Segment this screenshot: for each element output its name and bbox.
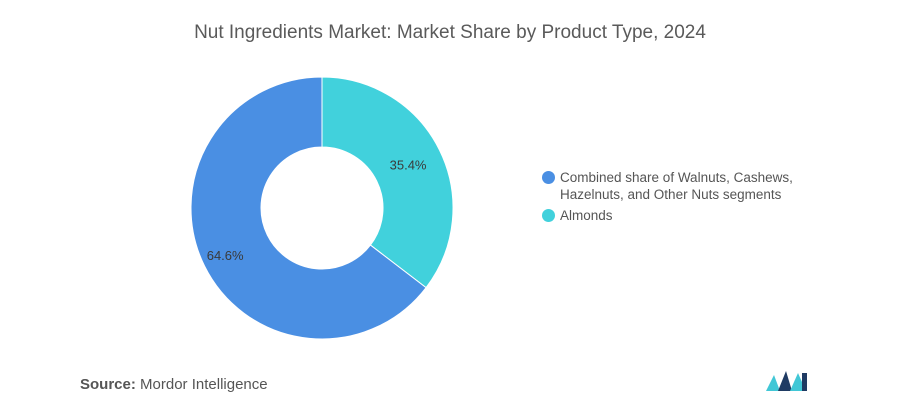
logo-shape-bar xyxy=(802,373,807,391)
source-label: Source: xyxy=(80,376,136,393)
slice-combined xyxy=(190,76,427,340)
legend-swatch-combined xyxy=(542,171,555,184)
legend-swatch-almonds xyxy=(542,209,555,222)
legend: Combined share of Walnuts, Cashews, Haze… xyxy=(542,169,842,228)
slice-label-combined: 64.6% xyxy=(207,248,244,263)
source-note: Source: Mordor Intelligence xyxy=(80,376,268,393)
mordor-intelligence-logo xyxy=(766,371,807,391)
logo-shape-left xyxy=(766,375,780,391)
legend-label-almonds: Almonds xyxy=(560,208,613,223)
source-value: Mordor Intelligence xyxy=(140,376,268,393)
legend-item-almonds: Almonds xyxy=(542,207,842,224)
slice-almonds xyxy=(321,76,454,289)
chart-title: Nut Ingredients Market: Market Share by … xyxy=(194,22,706,43)
legend-label-combined: Combined share of Walnuts, Cashews, Haze… xyxy=(560,170,793,202)
slice-label-almonds: 35.4% xyxy=(390,157,427,172)
legend-item-combined: Combined share of Walnuts, Cashews, Haze… xyxy=(542,169,842,203)
logo-shape-middle xyxy=(778,371,792,391)
